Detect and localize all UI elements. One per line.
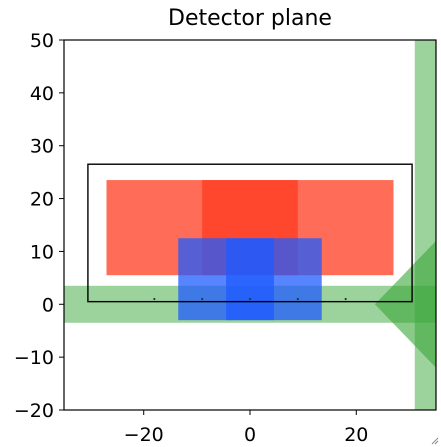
resize-grip-icon[interactable] <box>429 435 439 445</box>
marker-point <box>248 297 252 301</box>
marker-point <box>153 297 156 301</box>
y-axis: 50 40 30 20 10 0 −10 −20 <box>14 30 64 422</box>
x-tick-label: 0 <box>244 424 256 446</box>
marker-point <box>201 297 204 301</box>
x-axis: −20 0 20 <box>124 410 368 446</box>
y-tick-label: 20 <box>30 189 54 211</box>
y-tick-label: 40 <box>30 83 54 105</box>
y-tick-label: −20 <box>14 400 54 422</box>
blue-rectangle-2 <box>226 238 322 321</box>
marker-point <box>296 297 299 301</box>
y-tick-label: 10 <box>30 241 54 263</box>
green-arrow-head <box>374 240 436 368</box>
x-tick-label: 20 <box>344 424 368 446</box>
marker-point <box>344 297 347 301</box>
y-tick-label: −10 <box>14 347 54 369</box>
frame-rectangle <box>87 163 413 303</box>
y-tick-label: 30 <box>30 136 54 158</box>
chart-title: Detector plane <box>168 6 332 31</box>
y-tick-label: 50 <box>30 30 54 52</box>
plot-area <box>64 40 436 410</box>
y-tick-label: 0 <box>42 294 54 316</box>
x-tick-label: −20 <box>124 424 164 446</box>
